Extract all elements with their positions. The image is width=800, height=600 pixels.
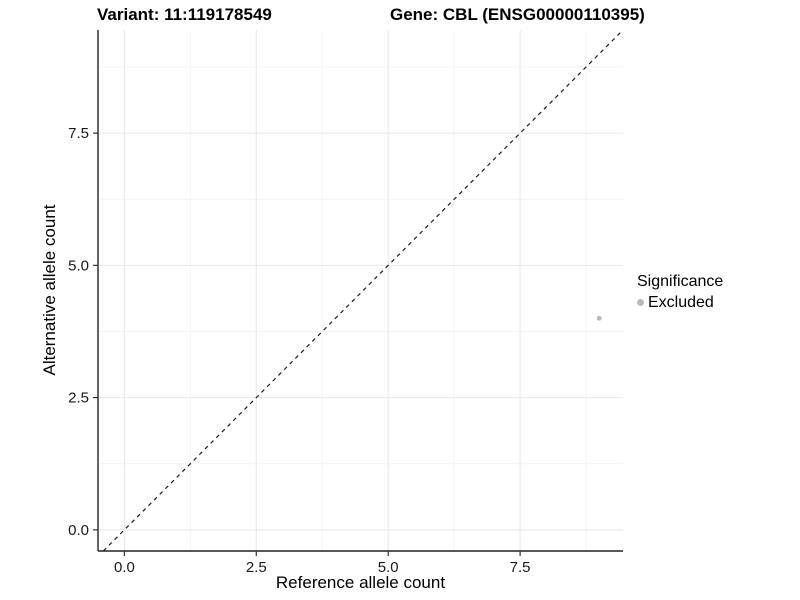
legend-item-excluded: Excluded xyxy=(637,293,723,312)
x-axis-title: Reference allele count xyxy=(275,573,446,592)
legend: Significance Excluded xyxy=(637,272,723,312)
y-tick-label: 2.5 xyxy=(68,390,89,407)
identity-dashed-line xyxy=(102,29,624,552)
plot-title-variant: Variant: 11:119178549 xyxy=(97,5,272,24)
x-tick-label: 0.0 xyxy=(114,559,135,576)
excluded-point-icon xyxy=(637,299,644,306)
y-axis-title: Alternative allele count xyxy=(40,204,59,376)
legend-title: Significance xyxy=(637,273,724,290)
x-tick-label: 2.5 xyxy=(246,559,267,576)
plot-title-gene: Gene: CBL (ENSG00000110395) xyxy=(390,5,645,24)
x-tick-label: 5.0 xyxy=(378,559,399,576)
y-tick-label: 0.0 xyxy=(68,522,89,539)
data-point-excluded xyxy=(596,315,602,321)
legend-item-label: Excluded xyxy=(648,294,714,311)
y-tick-label: 5.0 xyxy=(68,257,89,274)
y-tick-label: 7.5 xyxy=(68,125,89,142)
x-tick-label: 7.5 xyxy=(510,559,531,576)
